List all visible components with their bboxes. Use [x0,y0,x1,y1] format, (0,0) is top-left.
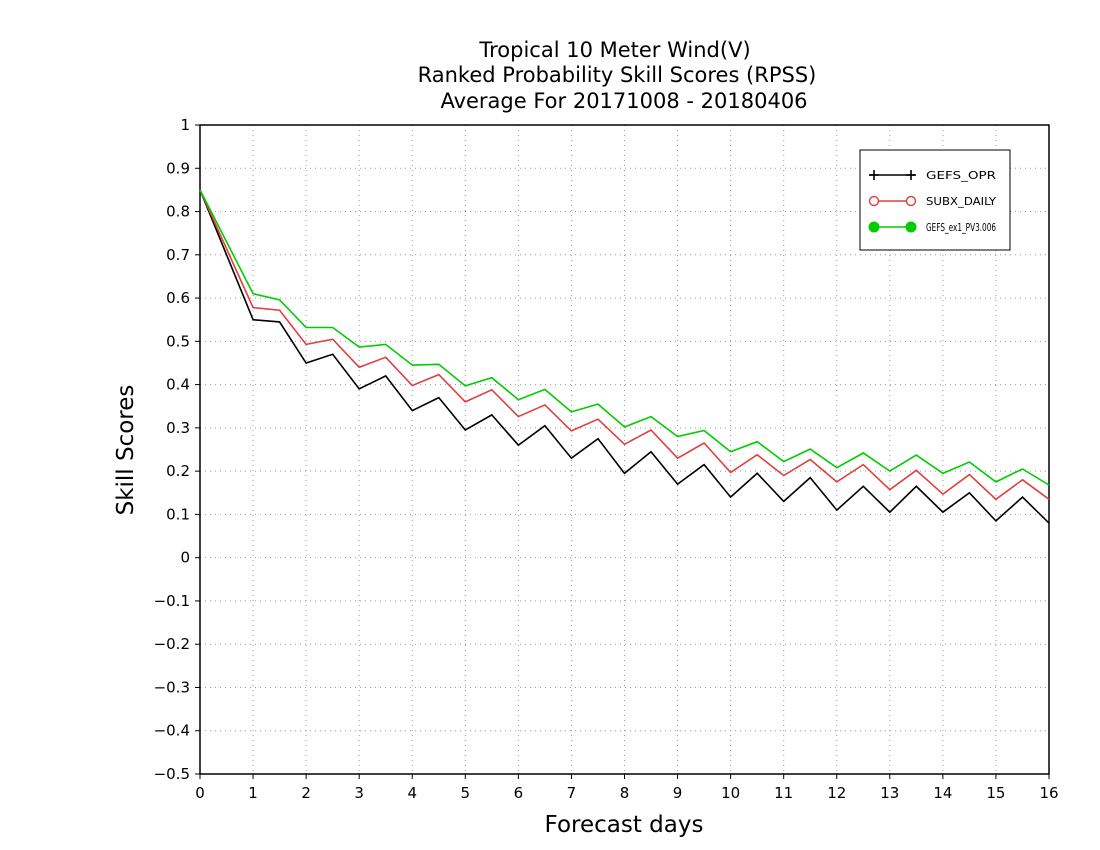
y-tick-label: 0.3 [166,419,190,437]
y-tick-label: 0 [180,549,190,567]
x-tick-label: 2 [301,784,311,802]
y-axis-title: Skill Scores [113,385,139,516]
x-axis-title: Forecast days [545,812,704,838]
legend-box [859,149,1011,251]
x-tick-label: 12 [827,784,846,802]
y-tick-label: 0.2 [166,462,190,480]
x-tick-label: 14 [933,784,952,802]
series-lines [199,189,1050,524]
x-tick-label: 9 [673,784,683,802]
chart-title-line-3: Average For 20171008 - 20180406 [440,89,807,113]
series-line-subx-daily [199,189,1050,501]
legend-label: GEFS_OPR [926,169,996,182]
legend-marker-filled-circle [905,221,917,233]
x-tick-label: 4 [407,784,417,802]
series-line-gefs-opr [199,189,1050,524]
y-tick-label: 0.7 [166,246,190,264]
x-tick-label: 13 [880,784,899,802]
x-tick-label: 0 [195,784,205,802]
x-tick-label: 6 [514,784,524,802]
legend-items: GEFS_OPR SUBX_DAILY GEFS_ex1_PV3.006 [868,169,997,234]
legend-label: SUBX_DAILY [926,195,997,208]
series-line-gefs-ex1-pv3-006 [199,189,1050,486]
y-tick-label: −0.3 [154,678,190,696]
y-tick-label: 0.1 [166,505,190,523]
y-tick-label: −0.5 [154,765,190,783]
y-tick-label: 1 [180,116,190,134]
legend-marker-open-circle [868,195,880,207]
y-tick-label: 0.6 [166,289,190,307]
legend-marker-open-circle [905,195,917,207]
x-tick-label: 3 [354,784,364,802]
x-tick-label: 10 [721,784,740,802]
legend: GEFS_OPR SUBX_DAILY GEFS_ex1_PV3.006 [859,149,1011,251]
x-tick-label: 15 [986,784,1005,802]
legend-marker-filled-circle [868,221,880,233]
grid-lines [200,125,1049,774]
y-tick-label: −0.2 [154,635,190,653]
x-tick-label: 5 [461,784,471,802]
x-tick-label: 11 [774,784,793,802]
y-tick-label: 0.4 [166,376,190,394]
chart-title-line-2: Ranked Probability Skill Scores (RPSS) [418,63,817,87]
x-tick-label: 8 [620,784,630,802]
y-tick-label: 0.5 [166,332,190,350]
legend-label: GEFS_ex1_PV3.006 [926,221,996,234]
x-tick-label: 16 [1039,784,1058,802]
axis-ticks: 0 1 2 3 4 5 6 7 8 9 10 11 12 13 14 15 16−0.5−0.4−0.3−0.2… [154,116,1059,802]
y-tick-label: 0.9 [166,159,190,177]
x-tick-label: 7 [567,784,577,802]
y-tick-label: −0.4 [154,722,190,740]
x-tick-label: 1 [248,784,258,802]
y-tick-label: −0.1 [154,592,190,610]
y-tick-label: 0.8 [166,203,190,221]
chart-title-line-1: Tropical 10 Meter Wind(V) [478,38,750,62]
